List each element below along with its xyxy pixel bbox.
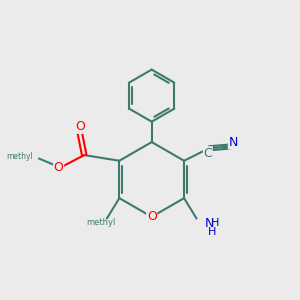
Text: O: O: [75, 120, 85, 133]
Text: O: O: [147, 210, 157, 223]
Text: O: O: [54, 161, 64, 174]
Text: methyl: methyl: [7, 152, 33, 161]
Text: H: H: [211, 218, 219, 228]
Text: C: C: [203, 147, 212, 160]
Text: methyl: methyl: [86, 218, 116, 227]
Text: H: H: [207, 227, 216, 237]
Text: N: N: [205, 217, 214, 230]
Text: N: N: [229, 136, 238, 149]
